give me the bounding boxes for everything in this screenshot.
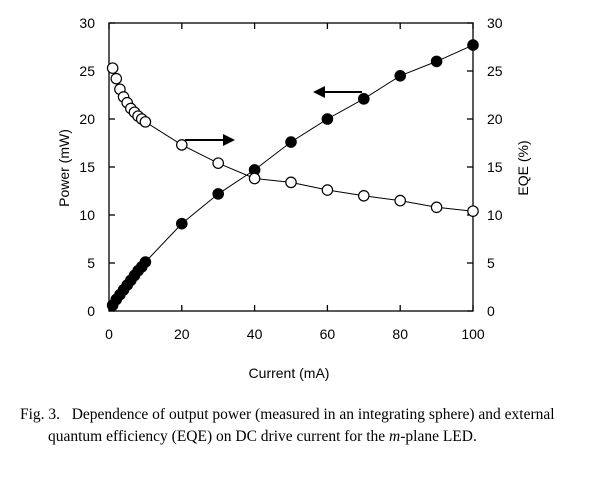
- eqe-point: [212, 157, 224, 169]
- eqe-point: [110, 72, 123, 85]
- power-point: [285, 136, 297, 148]
- y2-tick-label: 0: [487, 303, 495, 319]
- power-point: [430, 55, 443, 68]
- power-point: [212, 188, 224, 200]
- y2-tick-label: 5: [487, 255, 495, 271]
- y-axis-label: Power (mW): [56, 129, 72, 207]
- y-tick-label: 25: [79, 63, 95, 79]
- y2-tick-label: 30: [487, 15, 503, 31]
- eqe-point: [430, 201, 443, 214]
- y-tick-label: 20: [79, 111, 95, 127]
- y2-tick-label: 20: [487, 111, 503, 127]
- eqe-point: [106, 62, 119, 74]
- eqe-point: [176, 139, 188, 151]
- caption-fig-label: Fig. 3.: [20, 406, 61, 423]
- y-tick-label: 0: [87, 303, 95, 319]
- figure-caption: Fig. 3. Dependence of output power (meas…: [6, 404, 591, 448]
- power-point: [357, 93, 370, 105]
- x-tick-label: 100: [461, 326, 485, 342]
- eqe-point: [321, 184, 334, 196]
- y-tick-label: 5: [87, 255, 95, 271]
- power-point: [176, 217, 188, 230]
- power-point: [139, 256, 152, 268]
- caption-text-after-italic: -plane LED.: [400, 428, 477, 445]
- x-tick-label: 40: [247, 326, 263, 342]
- eqe-point: [357, 190, 370, 202]
- power-point: [321, 113, 334, 125]
- arrow-right-head: [223, 134, 235, 146]
- y-tick-label: 15: [79, 159, 95, 175]
- x-tick-label: 20: [174, 326, 190, 342]
- x-tick-label: 60: [320, 326, 336, 342]
- y2-axis-label: EQE (%): [515, 140, 531, 195]
- power-point: [394, 70, 406, 82]
- y-tick-label: 30: [79, 15, 95, 31]
- eqe-point: [394, 194, 406, 207]
- x-tick-label: 0: [105, 326, 113, 342]
- arrow-left-head: [313, 86, 325, 98]
- plot-frame: [108, 22, 474, 312]
- power-point: [467, 39, 479, 51]
- y2-tick-label: 25: [487, 63, 503, 79]
- y2-tick-label: 10: [487, 207, 503, 223]
- eqe-point: [285, 176, 297, 189]
- x-tick-label: 80: [392, 326, 408, 342]
- caption-text-before-italic: Dependence of output power (measured in …: [48, 406, 555, 445]
- x-axis-label: Current (mA): [249, 365, 330, 381]
- chart-marks: [106, 39, 479, 312]
- eqe-point: [467, 205, 479, 217]
- eqe-point: [139, 116, 152, 128]
- series-0-line: [112, 44, 474, 306]
- y2-tick-label: 15: [487, 159, 503, 175]
- y-tick-label: 10: [79, 207, 95, 223]
- eqe-point: [248, 172, 261, 185]
- caption-italic: m: [389, 428, 401, 445]
